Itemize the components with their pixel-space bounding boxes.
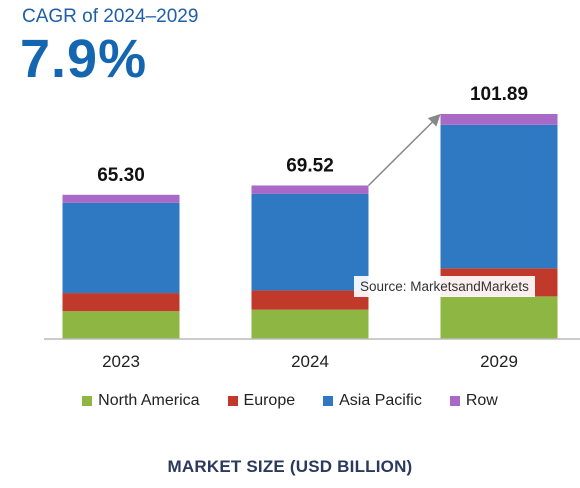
legend-swatch-row	[449, 396, 460, 406]
cagr-value: 7.9%	[20, 29, 148, 89]
total-label-2023: 65.30	[97, 165, 145, 186]
x-tick-label-2024: 2024	[291, 352, 329, 371]
bar-segment-north-america-2029	[440, 296, 558, 339]
bar-segment-europe-2024	[251, 290, 369, 310]
legend-swatch-asia-pacific	[323, 396, 334, 406]
legend-swatch-north-america	[82, 396, 93, 406]
x-tick-label-2023: 2023	[102, 352, 140, 371]
bar-segment-asia-pacific-2024	[251, 193, 369, 291]
legend-label-north-america: North America	[98, 392, 200, 409]
bar-segment-asia-pacific-2023	[62, 202, 180, 294]
legend-item-north-america: North America	[82, 392, 200, 410]
legend-item-row: Row	[449, 392, 498, 410]
bar-segment-row-2023	[62, 194, 180, 203]
x-tick-label-2029: 2029	[480, 352, 518, 371]
source-note: Source: MarketsandMarkets	[354, 276, 535, 297]
legend-swatch-europe	[227, 396, 238, 406]
total-label-2024: 69.52	[286, 155, 334, 176]
bar-segment-north-america-2024	[251, 309, 369, 339]
chart-legend: North America Europe Asia Pacific Row	[0, 392, 580, 410]
bar-segment-europe-2023	[62, 293, 180, 312]
growth-arrow	[367, 113, 441, 187]
bar-segment-asia-pacific-2029	[440, 124, 558, 269]
bar-segment-row-2024	[251, 185, 369, 194]
cagr-label: CAGR of 2024–2029	[22, 6, 199, 27]
legend-label-row: Row	[465, 392, 498, 409]
chart-footer-title: MARKET SIZE (USD BILLION)	[167, 457, 413, 476]
bar-segment-row-2029	[440, 114, 558, 125]
bar-segment-north-america-2023	[62, 311, 180, 339]
total-label-2029: 101.89	[470, 84, 528, 105]
legend-label-asia-pacific: Asia Pacific	[339, 392, 422, 409]
legend-label-europe: Europe	[243, 392, 296, 409]
legend-item-europe: Europe	[227, 392, 296, 410]
legend-item-asia-pacific: Asia Pacific	[323, 392, 422, 410]
